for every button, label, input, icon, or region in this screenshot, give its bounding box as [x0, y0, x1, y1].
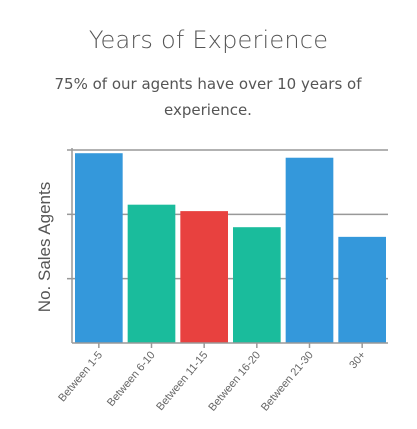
chart-title: Years of Experience	[88, 26, 329, 54]
bar	[233, 227, 281, 343]
bar	[338, 236, 386, 343]
x-tick-label: Between 11-15	[154, 349, 210, 413]
bar	[285, 157, 334, 343]
x-tick-label: Between 21-30	[259, 349, 316, 413]
x-tick-label: 30+	[347, 349, 368, 371]
bar	[180, 211, 228, 343]
y-axis-label: No. Sales Agents	[35, 182, 54, 312]
x-tick-label: Between 6-10	[105, 349, 158, 409]
x-tick-label: Between 1-5	[56, 349, 105, 404]
x-tick-label: Between 16-20	[206, 349, 263, 413]
chart-subtitle: 75% of our agents have over 10 years of …	[54, 75, 362, 119]
bar	[75, 153, 123, 343]
bar	[127, 204, 176, 343]
